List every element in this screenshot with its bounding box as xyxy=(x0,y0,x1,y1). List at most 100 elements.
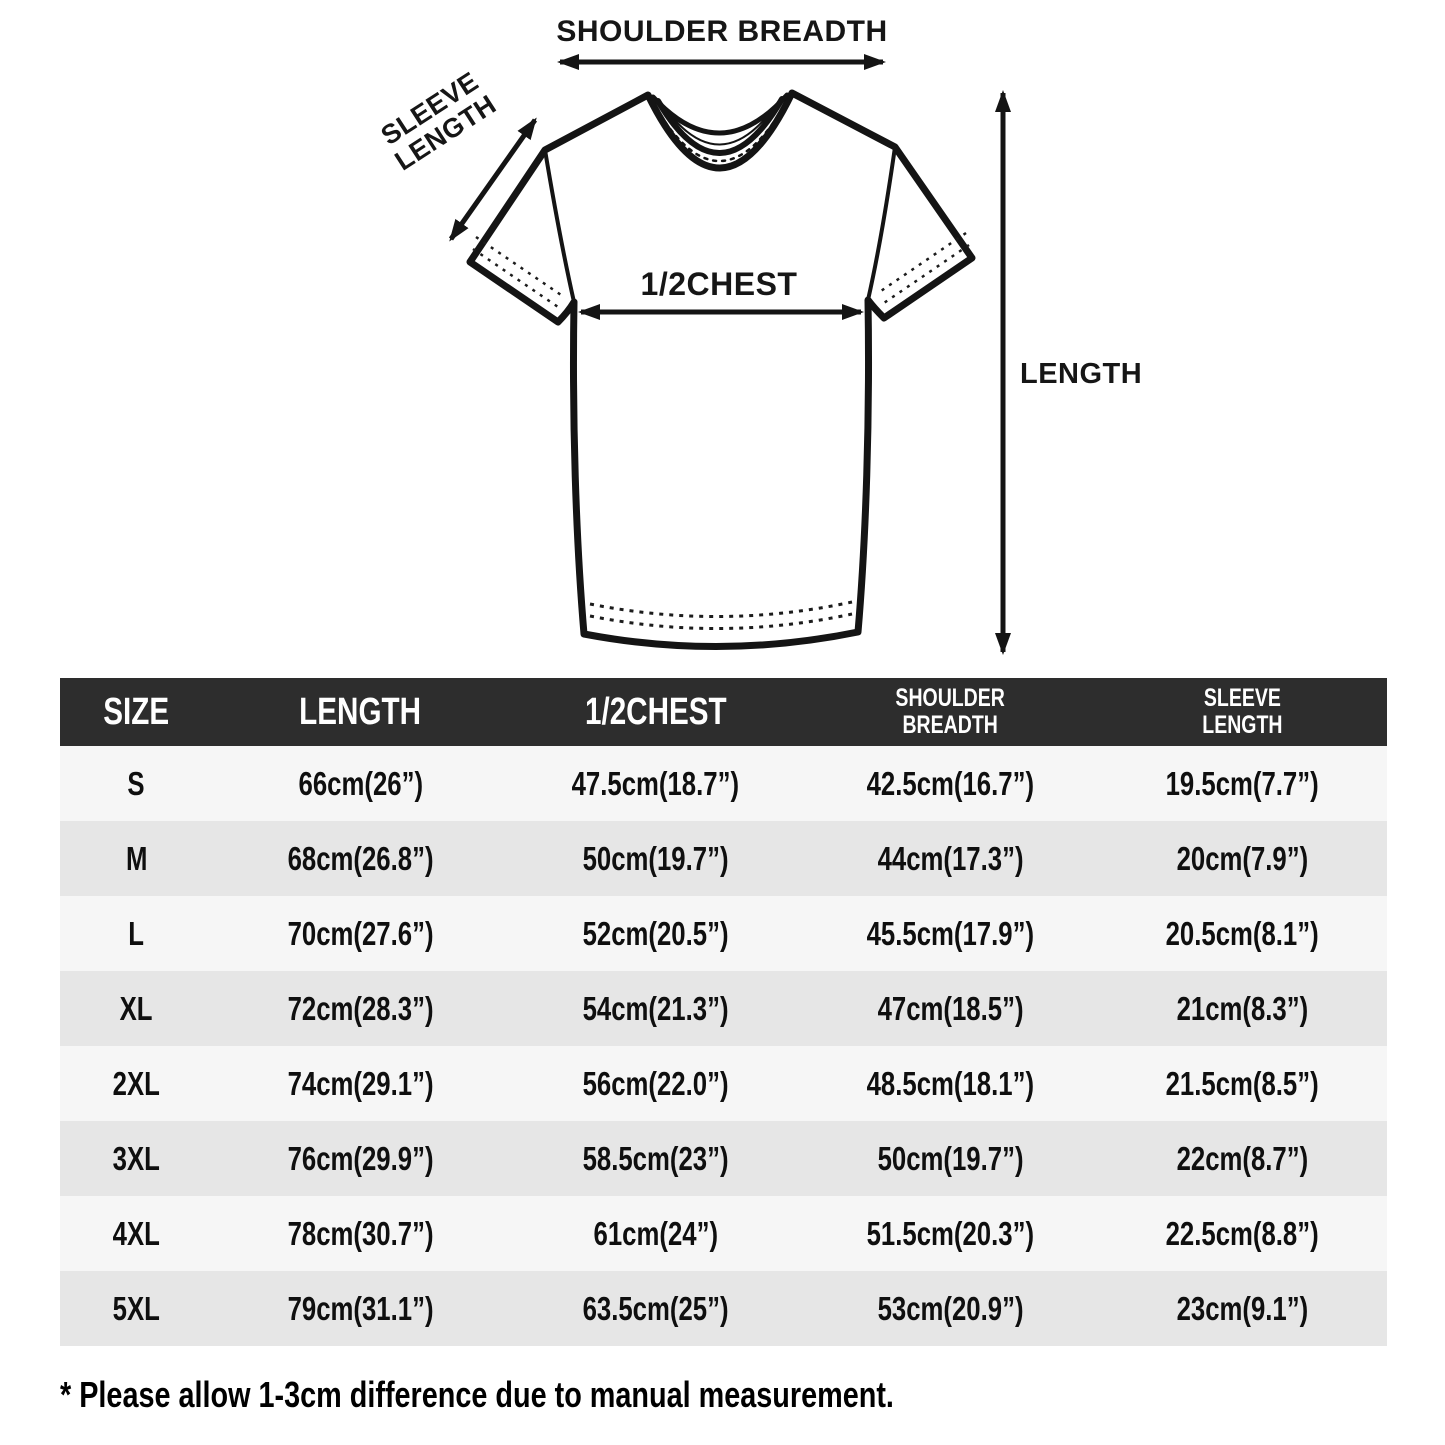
header-size: SIZE xyxy=(60,678,213,746)
sleeve-length-arrow xyxy=(448,117,538,242)
cell-value: 50cm(19.7”) xyxy=(582,839,729,877)
cell-shoulder-breadth: 50cm(19.7”) xyxy=(803,1121,1098,1196)
header-shoulder-breadth-text: SHOULDER BREADTH xyxy=(895,683,1006,739)
cell-size: M xyxy=(60,821,213,896)
shirt-outline xyxy=(466,89,976,651)
cell-value: 53cm(20.9”) xyxy=(877,1289,1024,1327)
cell-value: 21cm(8.3”) xyxy=(1176,989,1309,1027)
cell-value: XL xyxy=(120,989,153,1027)
cell-value: 19.5cm(7.7”) xyxy=(1165,764,1320,802)
cell-value: 74cm(29.1”) xyxy=(287,1064,434,1102)
cell-value: 66cm(26”) xyxy=(298,764,423,802)
header-shoulder-breadth: SHOULDER BREADTH xyxy=(803,678,1098,746)
cell-shoulder-breadth: 47cm(18.5”) xyxy=(803,971,1098,1046)
cell-length: 72cm(28.3”) xyxy=(213,971,508,1046)
size-table-header: SIZE LENGTH 1/2CHEST SHOULDER BREADTH SL… xyxy=(60,678,1387,746)
cell-shoulder-breadth: 53cm(20.9”) xyxy=(803,1271,1098,1346)
cell-length: 78cm(30.7”) xyxy=(213,1196,508,1271)
cell-value: 70cm(27.6”) xyxy=(287,914,434,952)
cell-value: 45.5cm(17.9”) xyxy=(866,914,1035,952)
table-row-m: M 68cm(26.8”) 50cm(19.7”) 44cm(17.3”) 20… xyxy=(60,821,1387,896)
cell-value: S xyxy=(127,764,146,802)
cell-value: 76cm(29.9”) xyxy=(287,1139,434,1177)
table-row-3xl: 3XL 76cm(29.9”) 58.5cm(23”) 50cm(19.7”) … xyxy=(60,1121,1387,1196)
cell-size: S xyxy=(60,746,213,821)
shoulder-breadth-label: SHOULDER BREADTH xyxy=(556,15,888,48)
cell-sleeve-length: 21cm(8.3”) xyxy=(1098,971,1387,1046)
cell-length: 66cm(26”) xyxy=(213,746,508,821)
cell-value: 78cm(30.7”) xyxy=(287,1214,434,1252)
cell-sleeve-length: 19.5cm(7.7”) xyxy=(1098,746,1387,821)
cell-value: 56cm(22.0”) xyxy=(582,1064,729,1102)
table-row-4xl: 4XL 78cm(30.7”) 61cm(24”) 51.5cm(20.3”) … xyxy=(60,1196,1387,1271)
table-row-xl: XL 72cm(28.3”) 54cm(21.3”) 47cm(18.5”) 2… xyxy=(60,971,1387,1046)
header-size-text: SIZE xyxy=(103,690,170,733)
cell-size: 2XL xyxy=(60,1046,213,1121)
table-row-l: L 70cm(27.6”) 52cm(20.5”) 45.5cm(17.9”) … xyxy=(60,896,1387,971)
header-sleeve-length-text: SLEEVE LENGTH xyxy=(1202,683,1283,739)
cell-half-chest: 47.5cm(18.7”) xyxy=(508,746,803,821)
cell-half-chest: 50cm(19.7”) xyxy=(508,821,803,896)
cell-value: 2XL xyxy=(112,1064,161,1102)
measurement-note: * Please allow 1-3cm difference due to m… xyxy=(60,1374,1102,1416)
cell-shoulder-breadth: 51.5cm(20.3”) xyxy=(803,1196,1098,1271)
cell-half-chest: 61cm(24”) xyxy=(508,1196,803,1271)
cell-sleeve-length: 20cm(7.9”) xyxy=(1098,821,1387,896)
cell-length: 68cm(26.8”) xyxy=(213,821,508,896)
hem-stitches xyxy=(589,600,853,631)
header-half-chest-text: 1/2CHEST xyxy=(584,690,727,733)
cell-value: 22.5cm(8.8”) xyxy=(1165,1214,1320,1252)
cell-value: 79cm(31.1”) xyxy=(287,1289,434,1327)
cell-value: 63.5cm(25”) xyxy=(582,1289,729,1327)
cell-sleeve-length: 22.5cm(8.8”) xyxy=(1098,1196,1387,1271)
table-row-5xl: 5XL 79cm(31.1”) 63.5cm(25”) 53cm(20.9”) … xyxy=(60,1271,1387,1346)
cell-length: 70cm(27.6”) xyxy=(213,896,508,971)
table-row-2xl: 2XL 74cm(29.1”) 56cm(22.0”) 48.5cm(18.1”… xyxy=(60,1046,1387,1121)
cell-value: 47.5cm(18.7”) xyxy=(571,764,740,802)
cell-value: 48.5cm(18.1”) xyxy=(866,1064,1035,1102)
cell-value: 20.5cm(8.1”) xyxy=(1165,914,1320,952)
cell-value: L xyxy=(128,914,145,952)
cell-value: 52cm(20.5”) xyxy=(582,914,729,952)
cell-value: 23cm(9.1”) xyxy=(1176,1289,1309,1327)
cell-value: 50cm(19.7”) xyxy=(877,1139,1024,1177)
cell-value: 22cm(8.7”) xyxy=(1176,1139,1309,1177)
cell-sleeve-length: 23cm(9.1”) xyxy=(1098,1271,1387,1346)
cell-length: 79cm(31.1”) xyxy=(213,1271,508,1346)
cell-value: 20cm(7.9”) xyxy=(1176,839,1309,877)
cell-size: 5XL xyxy=(60,1271,213,1346)
cell-shoulder-breadth: 44cm(17.3”) xyxy=(803,821,1098,896)
collar xyxy=(649,92,791,163)
cell-value: 44cm(17.3”) xyxy=(877,839,1024,877)
cell-value: 4XL xyxy=(112,1214,161,1252)
cell-value: 42.5cm(16.7”) xyxy=(866,764,1035,802)
cell-value: 47cm(18.5”) xyxy=(877,989,1024,1027)
header-sleeve-length: SLEEVE LENGTH xyxy=(1098,678,1387,746)
cell-half-chest: 63.5cm(25”) xyxy=(508,1271,803,1346)
cell-value: 5XL xyxy=(112,1289,161,1327)
cell-half-chest: 52cm(20.5”) xyxy=(508,896,803,971)
header-length-text: LENGTH xyxy=(299,690,422,733)
cell-sleeve-length: 21.5cm(8.5”) xyxy=(1098,1046,1387,1121)
cell-value: 21.5cm(8.5”) xyxy=(1165,1064,1320,1102)
cell-value: 58.5cm(23”) xyxy=(582,1139,729,1177)
cell-half-chest: 58.5cm(23”) xyxy=(508,1121,803,1196)
cell-half-chest: 56cm(22.0”) xyxy=(508,1046,803,1121)
cell-sleeve-length: 22cm(8.7”) xyxy=(1098,1121,1387,1196)
length-label: LENGTH xyxy=(1020,358,1143,390)
cell-length: 74cm(29.1”) xyxy=(213,1046,508,1121)
cell-value: 51.5cm(20.3”) xyxy=(866,1214,1035,1252)
cell-value: M xyxy=(125,839,148,877)
measurement-note-text: * Please allow 1-3cm difference due to m… xyxy=(60,1374,894,1415)
cell-value: 3XL xyxy=(112,1139,161,1177)
armhole-seams xyxy=(543,146,897,303)
cell-size: 4XL xyxy=(60,1196,213,1271)
cell-half-chest: 54cm(21.3”) xyxy=(508,971,803,1046)
tshirt-measurement-diagram xyxy=(448,54,1011,655)
cell-value: 54cm(21.3”) xyxy=(582,989,729,1027)
header-length: LENGTH xyxy=(213,678,508,746)
cell-length: 76cm(29.9”) xyxy=(213,1121,508,1196)
cell-size: XL xyxy=(60,971,213,1046)
cell-size: L xyxy=(60,896,213,971)
